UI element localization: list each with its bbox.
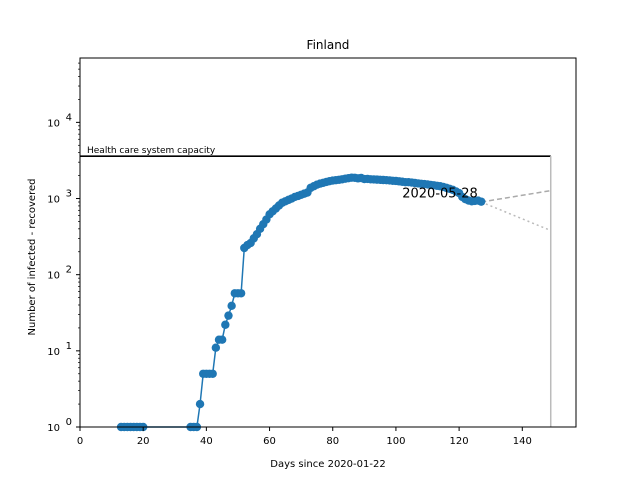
data-point [221, 320, 230, 329]
x-tick-label: 20 [137, 436, 150, 447]
y-tick-exponent: 3 [66, 189, 72, 200]
chart-title: Finland [307, 38, 350, 52]
y-tick-label: 10 [47, 271, 60, 282]
projection-upper-line [481, 189, 551, 203]
y-tick-exponent: 1 [66, 341, 72, 352]
y-tick-label: 10 [47, 347, 60, 358]
axes-frame [79, 57, 577, 428]
y-tick-exponent: 2 [66, 265, 72, 276]
y-tick-base: 10 [47, 423, 60, 434]
data-point [195, 399, 205, 409]
x-tick-label: 120 [450, 436, 469, 447]
series-0 [116, 173, 486, 432]
y-tick-base: 10 [47, 118, 60, 129]
y-tick-exponent: 4 [66, 112, 72, 123]
data-point [236, 289, 246, 298]
x-tick-label: 100 [386, 436, 405, 447]
y-tick-exponent: 0 [66, 417, 72, 428]
data-point [224, 311, 233, 320]
data-point [217, 335, 227, 344]
x-tick-label: 140 [513, 436, 532, 447]
data-point [211, 343, 221, 352]
y-tick-label: 10 [47, 118, 60, 129]
x-tick-label: 60 [263, 436, 276, 447]
date-annotation: 2020-05-28 [402, 187, 478, 202]
x-tick-label: 40 [200, 436, 213, 447]
x-axis-label: Days since 2020-01-22 [270, 459, 385, 470]
x-tick-label: 0 [77, 436, 83, 447]
data-point [477, 197, 486, 206]
y-tick-label: 10 [47, 423, 60, 434]
y-tick-base: 10 [47, 271, 60, 282]
y-tick-label: 10 [47, 195, 60, 206]
y-tick-base: 10 [47, 195, 60, 206]
x-tick-label: 80 [326, 436, 339, 447]
y-axis-label: Number of infected - recovered [27, 179, 38, 336]
capacity-label: Health care system capacity [87, 146, 216, 156]
y-tick-base: 10 [47, 347, 60, 358]
data-point [227, 301, 236, 311]
data-point [208, 369, 217, 378]
